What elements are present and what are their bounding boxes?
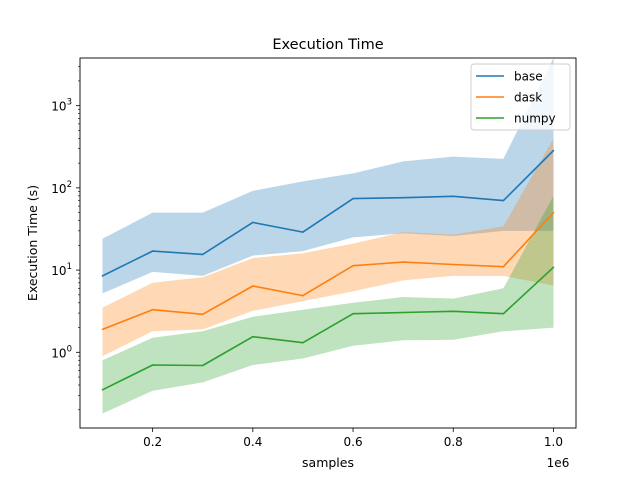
x-tick-label: 0.2 — [143, 435, 162, 449]
x-axis-label: samples — [302, 455, 354, 470]
x-axis-offset-label: 1e6 — [547, 456, 570, 470]
point-base — [352, 197, 354, 200]
band-base — [102, 58, 554, 294]
legend-label-base: base — [514, 70, 543, 84]
point-dask — [201, 313, 204, 316]
point-numpy — [101, 389, 104, 391]
point-base — [502, 199, 505, 202]
chart-title: Execution Time — [272, 37, 383, 53]
plot-frame — [79, 57, 577, 429]
point-numpy — [201, 364, 204, 367]
point-numpy — [302, 341, 304, 344]
point-dask — [252, 285, 254, 287]
point-dask — [452, 263, 455, 266]
y-tick-label: 103 — [51, 98, 72, 114]
line-numpy — [102, 266, 555, 391]
y-tick-label: 100 — [51, 344, 72, 360]
legend: base dask numpy — [470, 63, 571, 131]
point-base — [201, 253, 204, 256]
point-base — [151, 250, 154, 252]
point-numpy — [452, 310, 455, 313]
point-dask — [502, 265, 505, 268]
point-base — [552, 149, 555, 152]
point-numpy — [552, 266, 555, 269]
y-tick-label: 102 — [51, 180, 72, 196]
x-tick-label: 1.0 — [544, 435, 563, 449]
point-dask — [302, 294, 304, 297]
legend-box — [470, 63, 571, 131]
legend-label-dask: dask — [514, 91, 542, 105]
point-numpy — [352, 312, 354, 315]
y-axis-label: Execution Time (s) — [25, 185, 40, 301]
point-dask — [101, 328, 104, 331]
point-base — [101, 275, 104, 277]
point-dask — [151, 308, 154, 311]
line-dask — [102, 212, 555, 331]
point-numpy — [402, 311, 405, 314]
x-tick-label: 0.4 — [243, 435, 262, 449]
point-base — [452, 195, 455, 198]
line-base — [102, 149, 555, 277]
point-numpy — [252, 335, 254, 338]
point-base — [252, 221, 254, 224]
y-tick-label: 101 — [51, 262, 72, 278]
point-dask — [402, 261, 405, 263]
point-base — [402, 196, 405, 199]
x-axis-ticks: 0.2 0.4 0.6 0.8 1.0 — [143, 428, 563, 449]
point-numpy — [151, 364, 154, 366]
band-dask — [102, 138, 554, 357]
y-axis-ticks: 100 101 102 103 — [51, 66, 80, 411]
point-base — [302, 231, 304, 233]
x-tick-label: 0.6 — [344, 435, 363, 449]
point-dask — [552, 211, 555, 214]
point-dask — [352, 264, 354, 267]
x-tick-label: 0.8 — [444, 435, 463, 449]
point-numpy — [502, 312, 505, 315]
series-lines — [101, 149, 555, 391]
legend-label-numpy: numpy — [514, 112, 556, 126]
